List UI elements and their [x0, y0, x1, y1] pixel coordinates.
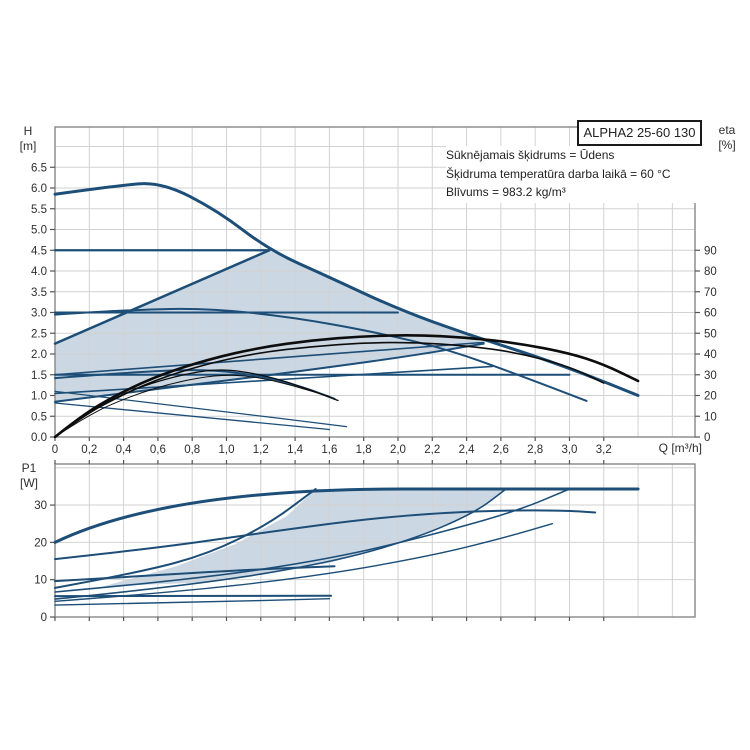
power-speed-II — [54, 509, 597, 561]
y-tick-label: 2.0 — [31, 349, 47, 361]
x-tick-label: 2,8 — [527, 444, 543, 456]
y-tick-label: 3.0 — [31, 308, 47, 320]
y-tick-label: 30 — [34, 500, 47, 512]
power-const-pressure-2 — [54, 488, 571, 593]
control-range-shade — [55, 250, 484, 402]
head-axis-symbol: H — [23, 124, 33, 138]
y-tick-label: 0.0 — [31, 432, 47, 444]
power-const-pressure-3 — [54, 488, 317, 589]
x-tick-label: 2,2 — [424, 444, 440, 456]
plot-border — [54, 463, 696, 618]
head-axis-label: H [m] — [10, 124, 46, 154]
y-tick-label: 5.0 — [31, 225, 47, 237]
y-tick-label: 4.0 — [31, 266, 47, 278]
power-speed-III — [53, 487, 640, 544]
eta-tick-label: 60 — [704, 308, 717, 320]
x-tick-label: 1,2 — [253, 444, 269, 456]
efficiency-axis-symbol: eta — [718, 123, 736, 137]
power-axis-symbol: P1 — [21, 461, 37, 475]
eta-tick-label: 70 — [704, 287, 717, 299]
eta-tick-label: 80 — [704, 266, 717, 278]
x-tick-label: 0,2 — [81, 444, 97, 456]
x-tick-label: 2,6 — [493, 444, 509, 456]
eta-tick-label: 10 — [704, 411, 717, 423]
annotation-pumped-liquid: Sūknējamais šķidrums = Ūdens — [446, 148, 615, 162]
x-tick-label: 3,0 — [561, 444, 577, 456]
x-tick-label: 0,4 — [116, 444, 133, 456]
power-prop-pressure-2 — [54, 523, 554, 603]
efficiency-axis-label: eta [%] — [708, 123, 746, 153]
y-tick-label: 3.5 — [31, 287, 47, 299]
x-tick-label: 0,6 — [150, 444, 166, 456]
flow-axis-label: Q [m³/h] — [658, 441, 702, 455]
eta-tick-label: 30 — [704, 370, 717, 382]
y-tick-label: 4.5 — [31, 245, 47, 257]
x-tick-label: 0,8 — [184, 444, 200, 456]
eta-speed-I — [54, 369, 339, 438]
y-tick-label: 2.5 — [31, 328, 47, 340]
y-tick-label: 0 — [41, 612, 47, 624]
eta-tick-label: 0 — [704, 432, 710, 444]
x-tick-label: 3,2 — [596, 444, 612, 456]
power-prop-pressure-3 — [54, 488, 507, 600]
y-tick-label: 6.0 — [31, 183, 47, 195]
annotation-liquid-temperature: Šķidruma temperatūra darba laikā = 60 °C — [446, 166, 671, 181]
efficiency-axis-unit: [%] — [718, 138, 736, 152]
x-tick-label: 1,6 — [321, 444, 337, 456]
y-tick-label: 5.5 — [31, 204, 47, 216]
annotation-density: Blīvums = 983.2 kg/m³ — [446, 185, 566, 199]
eta-tick-label: 50 — [704, 328, 717, 340]
min-curve-a — [54, 390, 348, 428]
power-axis-unit: [W] — [20, 476, 38, 490]
x-tick-label: 1,4 — [287, 444, 304, 456]
power-prop-pressure-1 — [54, 598, 331, 606]
y-tick-label: 1.5 — [31, 370, 47, 382]
eta-tick-label: 20 — [704, 391, 717, 403]
head-axis-unit: [m] — [19, 139, 37, 153]
y-tick-label: 6.5 — [31, 162, 47, 174]
fluid-annotation-box: Sūknējamais šķidrums = Ūdens Šķidruma te… — [446, 146, 700, 203]
x-tick-label: 1,0 — [218, 444, 234, 456]
y-tick-label: 0.5 — [31, 411, 47, 423]
eta-speed-III — [53, 334, 640, 439]
x-tick-label: 2,0 — [390, 444, 406, 456]
eta-tick-label: 40 — [704, 349, 717, 361]
y-tick-label: 1.0 — [31, 391, 47, 403]
plot-border — [54, 126, 696, 438]
y-tick-label: 20 — [34, 537, 47, 549]
prop-pressure-3-line — [53, 249, 271, 345]
control-range-shade — [103, 489, 507, 587]
x-tick-label: 2,4 — [459, 444, 476, 456]
x-tick-label: 0 — [52, 444, 58, 456]
y-tick-label: 10 — [34, 575, 47, 587]
x-tick-label: 1,8 — [356, 444, 372, 456]
pump-model-title-box: ALPHA2 25-60 130 — [577, 120, 702, 146]
eta-tick-label: 90 — [704, 245, 717, 257]
prop-pressure-2-line — [54, 341, 485, 376]
speed-III-curve — [53, 182, 640, 398]
speed-II-curve — [54, 307, 588, 402]
eta-speed-I-b — [54, 374, 330, 438]
control-range-lower-edge — [54, 342, 485, 403]
power-axis-label: P1 [W] — [10, 461, 48, 491]
min-curve-b — [54, 402, 331, 431]
